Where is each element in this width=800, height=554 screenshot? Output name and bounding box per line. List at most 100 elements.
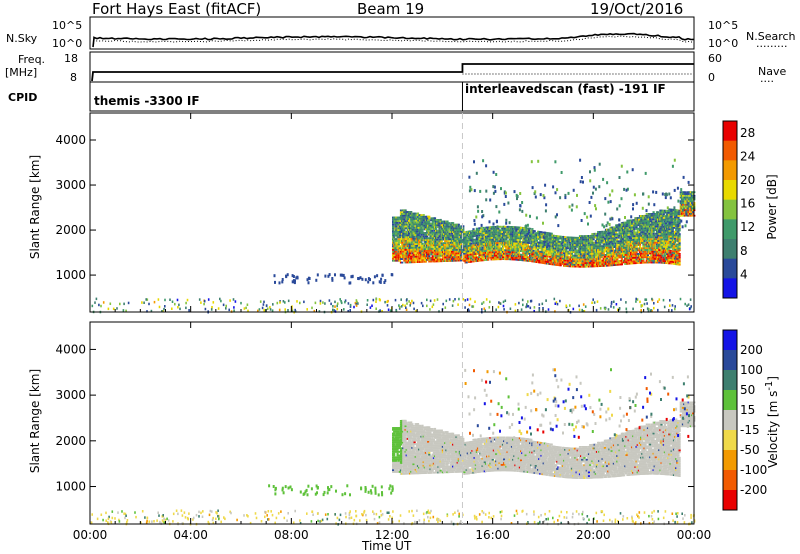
heatmap-cell: [533, 235, 536, 238]
heatmap-cell: [525, 236, 528, 239]
heatmap-cell: [399, 214, 403, 217]
heatmap-cell: [587, 251, 591, 254]
heatmap-cell: [403, 236, 406, 239]
heatmap-cell: [505, 240, 508, 243]
heatmap-cell: [645, 213, 648, 215]
heatmap-cell: [428, 226, 431, 229]
heatmap-cell: [594, 241, 597, 244]
heatmap-cell: [538, 259, 541, 262]
heatmap-cell: [593, 251, 596, 253]
heatmap-cell: [678, 227, 681, 230]
heatmap-cell: [636, 244, 639, 246]
heatmap-cell: [677, 216, 680, 219]
heatmap-cell: [567, 236, 570, 239]
heatmap-cell: [602, 245, 605, 248]
heatmap-cell: [658, 216, 661, 219]
heatmap-cell: [515, 239, 518, 241]
heatmap-cell: [537, 248, 540, 251]
heatmap-cell: [654, 236, 657, 239]
heatmap-cell: [411, 234, 414, 237]
heatmap-cell: [664, 209, 668, 212]
heatmap-cell: [415, 257, 418, 260]
heatmap-cell: [599, 247, 602, 250]
heatmap-cell: [578, 262, 582, 265]
heatmap-cell: [574, 242, 577, 245]
heatmap-cell: [462, 255, 465, 258]
heatmap-cell: [490, 246, 493, 248]
heatmap-cell: [403, 243, 406, 246]
heatmap-cell: [582, 246, 585, 248]
heatmap-cell: [399, 222, 403, 224]
heatmap-cell: [629, 241, 632, 243]
heatmap-cell: [421, 219, 424, 222]
heatmap-cell: [452, 256, 455, 259]
heatmap-cell: [518, 255, 521, 258]
heatmap-cell: [440, 245, 443, 248]
heatmap-cell: [585, 245, 588, 248]
heatmap-cell: [457, 223, 460, 226]
heatmap-cell: [421, 255, 424, 258]
heatmap-cell: [633, 235, 636, 238]
heatmap-cell: [392, 225, 395, 228]
heatmap-cell: [581, 265, 584, 268]
heatmap-cell: [470, 260, 473, 263]
heatmap-cell: [623, 247, 626, 249]
heatmap-cell: [452, 245, 455, 248]
heatmap-cell: [615, 224, 618, 227]
heatmap-cell: [661, 231, 664, 234]
heatmap-cell: [426, 235, 429, 238]
heatmap-cell: [535, 237, 538, 240]
heatmap-cell: [615, 238, 618, 241]
heatmap-cell: [462, 243, 465, 246]
heatmap-cell: [640, 256, 643, 259]
heatmap-cell: [497, 258, 500, 261]
heatmap-cell: [654, 249, 657, 251]
heatmap-cell: [420, 234, 423, 236]
heatmap-cell: [443, 226, 446, 228]
heatmap-cell: [581, 240, 584, 243]
heatmap-cell: [410, 241, 413, 244]
heatmap-cell: [576, 245, 579, 248]
heatmap-cell: [649, 240, 652, 242]
heatmap-cell: [671, 232, 674, 235]
heatmap-cell: [518, 230, 521, 233]
heatmap-cell: [466, 230, 469, 233]
heatmap-cell: [532, 244, 535, 247]
heatmap-cell: [577, 264, 580, 266]
heatmap-cell: [518, 242, 521, 245]
heatmap-cell: [441, 220, 444, 223]
heatmap-cell: [644, 256, 647, 259]
heatmap-cell: [666, 226, 669, 229]
heatmap-cell: [518, 237, 521, 240]
heatmap-cell: [678, 245, 681, 248]
heatmap-cell: [651, 256, 654, 259]
heatmap-cell: [661, 258, 664, 261]
heatmap-cell: [410, 250, 413, 253]
heatmap-cell: [564, 263, 567, 266]
heatmap-cell: [593, 260, 596, 262]
heatmap-cell: [649, 258, 652, 260]
heatmap-cell: [399, 254, 403, 257]
heatmap-cell: [445, 240, 448, 243]
heatmap-cell: [431, 221, 434, 223]
heatmap-cell: [570, 260, 574, 262]
heatmap-cell: [399, 261, 403, 264]
heatmap-cell: [535, 239, 538, 242]
heatmap-cell: [415, 221, 418, 224]
heatmap-cell: [560, 259, 563, 262]
heatmap-cell: [584, 247, 587, 250]
heatmap-cell: [421, 253, 424, 256]
heatmap-cell: [414, 221, 417, 224]
heatmap-cell: [658, 243, 661, 246]
heatmap-cell: [550, 236, 553, 239]
heatmap-cell: [410, 211, 413, 213]
heatmap-cell: [651, 225, 654, 228]
heatmap-cell: [542, 256, 545, 259]
heatmap-cell: [675, 239, 678, 242]
heatmap-cell: [668, 235, 671, 238]
heatmap-cell: [532, 239, 535, 241]
heatmap-cell: [532, 248, 535, 250]
heatmap-cell: [549, 234, 552, 237]
heatmap-cell: [557, 258, 560, 261]
heatmap-cell: [403, 259, 406, 262]
